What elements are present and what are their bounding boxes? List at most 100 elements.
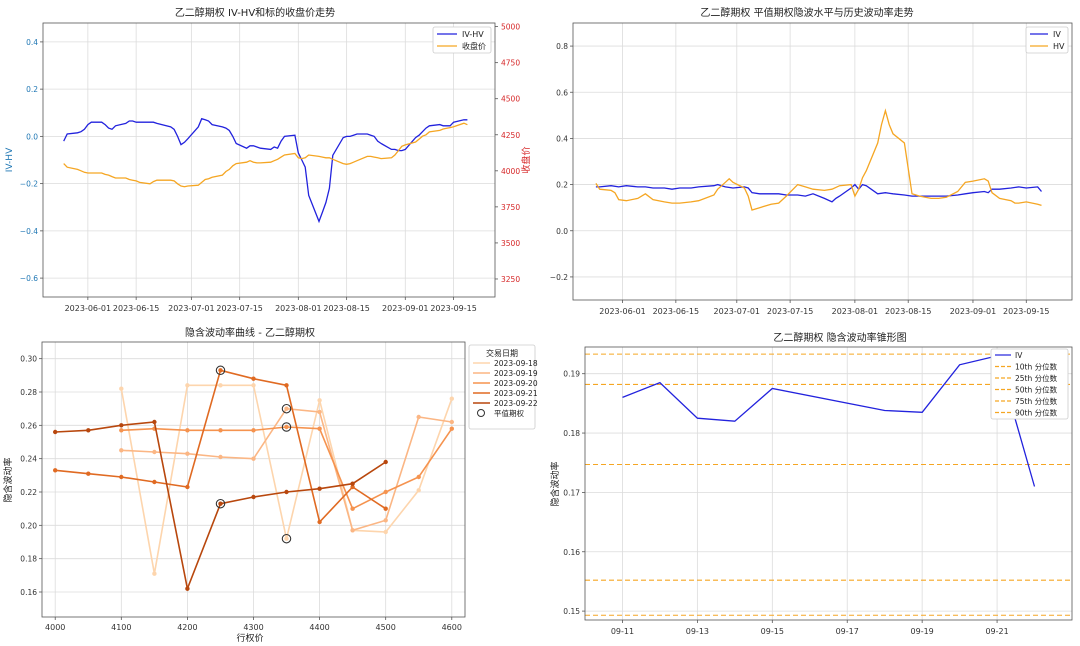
- chart-3-legend: 交易日期 2023-09-182023-09-192023-09-202023-…: [468, 344, 538, 430]
- chart-3-xtick-label: 4200: [177, 623, 197, 632]
- chart-3-ylabel: 隐含波动率: [2, 457, 14, 502]
- chart-1-y2tick-label: 4000: [501, 167, 520, 176]
- chart-3-point: [152, 449, 157, 455]
- chart-3-point: [284, 406, 289, 411]
- chart-2-ytick-label: −0.2: [550, 273, 568, 282]
- chart-1-y2tick-label: 3250: [501, 275, 520, 284]
- chart-2: 乙二醇期权 平值期权隐波水平与历史波动率走势 −0.2 0.0 0.2 0.4 0.6 0…: [550, 6, 1073, 316]
- chart-2-xtick-label: 2023-09-15: [1003, 307, 1050, 316]
- chart-1-ytick-label: 0.0: [26, 132, 38, 141]
- chart-3-xtick-label: 4400: [309, 623, 329, 632]
- chart-1-xtick-label: 2023-08-15: [323, 304, 370, 313]
- chart-2-legend: IV HV: [1025, 26, 1069, 54]
- chart-3-point: [119, 448, 124, 453]
- chart-3-point: [86, 428, 91, 433]
- chart-3-point: [449, 419, 454, 425]
- chart-1-lines: [63, 117, 468, 224]
- chart-4-legend-label: 75th 分位数: [1015, 396, 1058, 406]
- chart-3-point: [251, 376, 256, 381]
- chart-2-lines: [595, 108, 1043, 211]
- chart-3-point: [218, 383, 223, 388]
- chart-1-series-ivhv: [63, 117, 468, 224]
- chart-3-point: [152, 419, 157, 425]
- chart-3-xlabel: 行权价: [236, 632, 263, 644]
- chart-4-ytick-label: 0.16: [563, 548, 580, 557]
- chart-3-legend-title: 交易日期: [486, 348, 518, 358]
- chart-1-y2tick-label: 3750: [501, 203, 520, 212]
- chart-2-xtick-label: 2023-06-15: [653, 307, 700, 316]
- chart-2-xtick-label: 2023-07-01: [714, 307, 761, 316]
- chart-3-point: [383, 489, 388, 495]
- chart-3: 隐含波动率曲线 - 乙二醇期权 0.16 0.18 0.20 0.22 0.24 0.26…: [2, 326, 538, 644]
- chart-3-ytick-label: 0.20: [20, 521, 37, 530]
- chart-3-legend-label: 2023-09-22: [494, 399, 538, 408]
- chart-3-point: [284, 383, 289, 388]
- chart-2-xtick-label: 2023-08-15: [885, 307, 932, 316]
- chart-3-point: [53, 468, 58, 473]
- chart-4-frame: [584, 346, 1073, 621]
- chart-2-ytick-label: 0.6: [556, 88, 568, 97]
- chart-3-point: [350, 506, 355, 511]
- chart-2-ytick-label: 0.0: [556, 227, 568, 236]
- chart-1-xtick-label: 2023-07-01: [168, 304, 215, 313]
- chart-1: 乙二醇期权 IV-HV和标的收盘价走势 −0.6 −0.4 −0.2 0.0 0.2 0.…: [5, 6, 532, 313]
- chart-3-atm-marker: [215, 365, 226, 376]
- chart-4-legend-label: 25th 分位数: [1015, 373, 1058, 383]
- chart-3-point: [317, 519, 322, 525]
- chart-3-legend-label: 2023-09-20: [494, 379, 538, 388]
- chart-3-ytick-label: 0.18: [20, 555, 37, 564]
- chart-3-xtick-label: 4500: [376, 623, 396, 632]
- chart-4-ytick-label: 0.15: [563, 607, 580, 616]
- chart-3-point: [350, 528, 355, 533]
- chart-1-xtick-label: 2023-06-01: [65, 304, 112, 313]
- chart-3-point: [218, 501, 223, 506]
- chart-3-atm-marker: [281, 533, 292, 544]
- chart-4-xtick-label: 09-17: [836, 627, 859, 636]
- chart-3-point: [383, 518, 388, 523]
- chart-3-xtick-label: 4300: [243, 623, 263, 632]
- chart-3-point: [284, 489, 289, 495]
- chart-3-point: [251, 494, 256, 500]
- chart-3-point: [218, 454, 223, 460]
- chart-2-series-iv: [595, 183, 1043, 203]
- chart-3-point: [317, 426, 322, 431]
- chart-1-y2tick-label: 3500: [501, 239, 520, 248]
- chart-3-point: [119, 474, 124, 480]
- chart-1-ytick-label: −0.2: [20, 180, 38, 189]
- chart-3-point: [350, 481, 355, 486]
- chart-3-point: [416, 474, 421, 480]
- chart-4-legend-label: 90th 分位数: [1015, 408, 1058, 418]
- chart-3-legend-atm-swatch: [477, 409, 485, 417]
- chart-3-legend-box: [468, 344, 536, 430]
- chart-3-point: [53, 429, 58, 435]
- chart-3-point: [119, 428, 124, 433]
- chart-1-ylabel: IV-HV: [5, 147, 15, 172]
- chart-3-ytick-label: 0.26: [20, 421, 37, 430]
- chart-3-point: [185, 428, 190, 433]
- chart-3-point: [185, 586, 190, 591]
- chart-4-legend-label: 10th 分位数: [1015, 362, 1058, 372]
- chart-3-point: [449, 426, 454, 431]
- chart-3-legend-label: 2023-09-21: [494, 389, 538, 398]
- chart-2-ytick-label: 0.2: [556, 181, 568, 190]
- chart-3-point: [317, 398, 322, 403]
- chart-3-point: [218, 428, 223, 433]
- chart-3-ticks: 0.16 0.18 0.20 0.22 0.24 0.26 0.28 0.30 4000 4100…: [20, 355, 462, 632]
- chart-4-legend-label: 50th 分位数: [1015, 385, 1058, 395]
- chart-3-point: [284, 424, 289, 430]
- chart-3-xtick-label: 4100: [111, 623, 131, 632]
- chart-1-y2tick-label: 4500: [501, 95, 520, 104]
- chart-3-atm-marker: [281, 422, 292, 432]
- chart-3-ytick-label: 0.22: [20, 488, 37, 497]
- chart-2-frame: [572, 22, 1073, 301]
- chart-1-xtick-label: 2023-06-15: [113, 304, 160, 313]
- chart-4-lines: [585, 353, 1072, 616]
- chart-4-ylabel: 隐含波动率: [549, 461, 561, 506]
- chart-3-title: 隐含波动率曲线 - 乙二醇期权: [185, 326, 315, 339]
- chart-3-point: [152, 479, 157, 485]
- chart-4-ticks: 0.15 0.16 0.17 0.18 0.19 09-11 09-13 09-15 09-17…: [563, 370, 1008, 636]
- chart-3-point: [449, 396, 454, 401]
- chart-3-atm-marker: [281, 403, 292, 414]
